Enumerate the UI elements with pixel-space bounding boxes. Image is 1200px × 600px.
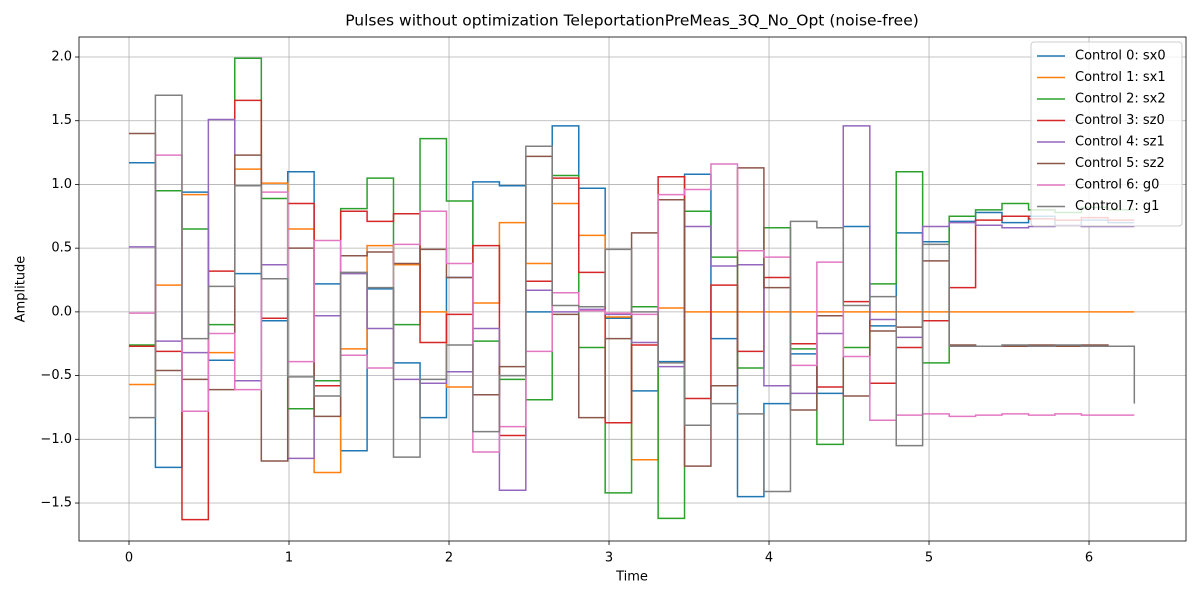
x-tick-label: 5 [925,551,933,566]
y-tick-label: 2.0 [51,50,72,65]
y-tick-label: 1.5 [51,113,72,128]
x-axis-label: Time [615,570,648,585]
step-line [129,99,1135,521]
step-line [129,94,1136,493]
y-tick-label: −0.5 [40,368,72,383]
x-tick-label: 2 [445,551,453,566]
legend-label: Control 1: sx1 [1075,70,1166,85]
legend-box [1030,41,1183,227]
y-tick-label: 0.0 [51,304,72,319]
legend-label: Control 2: sx2 [1075,92,1166,107]
legend-label: Control 7: g1 [1075,199,1159,214]
y-axis-label: Amplitude [14,256,29,323]
chart-title: Pulses without optimization Teleportatio… [345,12,919,31]
y-tick-label: −1.5 [40,496,72,511]
x-tick-label: 6 [1085,551,1093,566]
step-line [129,154,1135,453]
legend-label: Control 3: sz0 [1075,113,1165,128]
y-tick-label: 1.0 [51,177,72,192]
y-tick-label: −1.0 [40,432,72,447]
legend-label: Control 4: sz1 [1075,135,1165,150]
plot-frame [78,36,1187,542]
legend-label: Control 0: sx0 [1075,49,1166,64]
legend-label: Control 6: g0 [1075,178,1159,193]
x-tick-label: 3 [605,551,613,566]
y-tick-label: 0.5 [51,241,72,256]
x-tick-label: 1 [285,551,293,566]
legend-label: Control 5: sz2 [1075,156,1165,171]
x-tick-label: 4 [765,551,773,566]
x-tick-label: 0 [125,551,133,566]
